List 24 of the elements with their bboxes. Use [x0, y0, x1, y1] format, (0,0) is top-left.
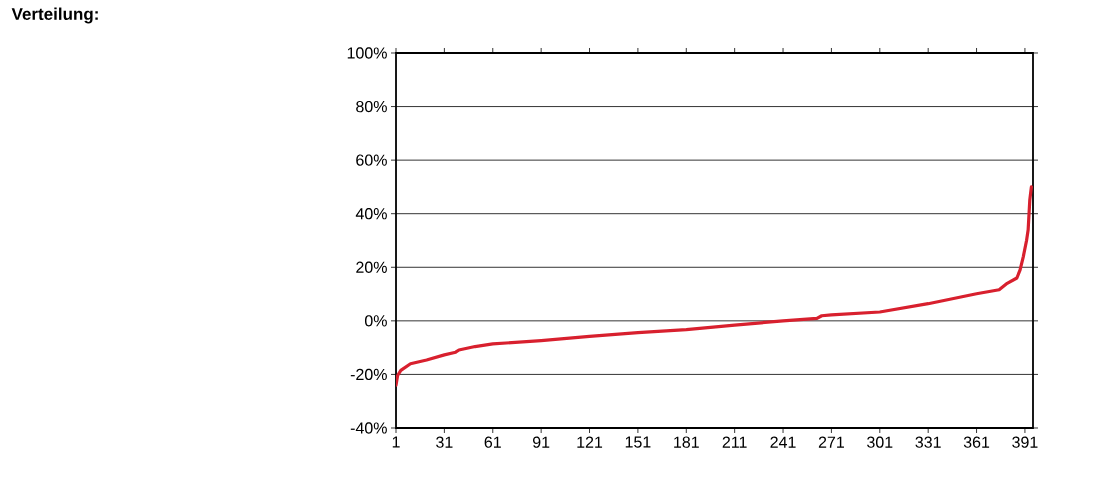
- line-series: [396, 185, 1033, 387]
- y-tick-label: 100%: [347, 47, 387, 59]
- y-tick-label: 20%: [356, 261, 387, 273]
- x-tick-label: 181: [674, 436, 699, 448]
- x-tick-label: 211: [722, 436, 747, 448]
- x-tick-label: 361: [963, 436, 990, 448]
- x-tick-label: 1: [392, 436, 400, 448]
- x-tick-label: 121: [577, 436, 603, 448]
- x-tick-label: 301: [867, 436, 893, 448]
- x-tick-label: 151: [625, 436, 651, 448]
- x-tick-label: 61: [484, 436, 501, 448]
- y-tick-label: 60%: [356, 154, 387, 166]
- y-tick-label: 80%: [356, 100, 387, 113]
- y-tick-label: 0%: [364, 315, 387, 327]
- x-tick-label: 331: [915, 436, 941, 448]
- y-tick-label: -20%: [350, 368, 387, 381]
- x-tick-label: 391: [1012, 436, 1038, 448]
- x-tick-label: 241: [770, 436, 796, 448]
- x-tick-label: 91: [533, 436, 550, 448]
- y-tick-label: -40%: [350, 422, 387, 434]
- x-tick-label: 271: [818, 436, 844, 448]
- y-tick-label: 40%: [355, 208, 387, 220]
- x-tick-label: 31: [436, 436, 453, 448]
- text: Verteilung:: [11, 7, 98, 24]
